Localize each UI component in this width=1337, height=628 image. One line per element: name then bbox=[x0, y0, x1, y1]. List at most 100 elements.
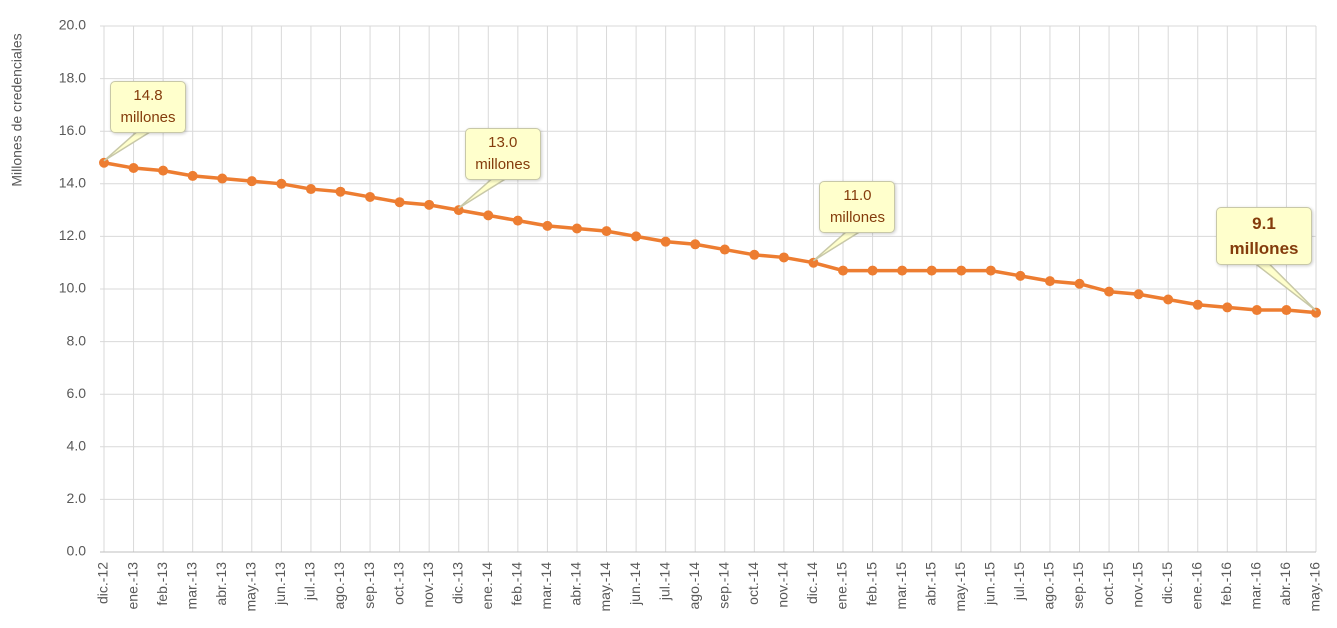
data-point bbox=[690, 239, 701, 250]
x-tick-label: dic.-15 bbox=[1159, 562, 1175, 604]
data-point bbox=[778, 252, 789, 263]
data-point bbox=[542, 220, 553, 231]
data-point bbox=[749, 249, 760, 260]
y-tick-label: 20.0 bbox=[59, 17, 86, 33]
data-point bbox=[1074, 278, 1085, 289]
x-tick-label: ene.-16 bbox=[1188, 562, 1204, 610]
data-point bbox=[1311, 307, 1321, 318]
x-tick-label: nov.-15 bbox=[1129, 562, 1145, 608]
x-tick-label: dic.-14 bbox=[804, 562, 820, 604]
y-tick-label: 6.0 bbox=[67, 385, 87, 401]
value-label-callout: 13.0 millones bbox=[464, 128, 541, 181]
x-tick-label: feb.-15 bbox=[863, 562, 879, 606]
x-tick-label: abr.-13 bbox=[213, 562, 229, 606]
data-point bbox=[867, 265, 878, 276]
x-tick-label: sep.-15 bbox=[1070, 562, 1086, 609]
data-point bbox=[631, 231, 642, 242]
data-point bbox=[838, 265, 849, 276]
data-point bbox=[276, 178, 287, 189]
x-tick-label: nov.-14 bbox=[775, 562, 791, 608]
x-tick-label: ene.-14 bbox=[479, 562, 495, 610]
x-tick-label: oct.-15 bbox=[1100, 562, 1116, 605]
callout-pointer bbox=[1251, 261, 1317, 312]
data-point bbox=[719, 244, 730, 255]
data-point bbox=[601, 226, 612, 237]
data-point bbox=[99, 157, 109, 168]
x-tick-label: abr.-14 bbox=[568, 562, 584, 606]
data-point bbox=[808, 257, 819, 268]
x-tick-label: jun.-13 bbox=[272, 562, 288, 606]
x-tick-label: may.-16 bbox=[1307, 562, 1323, 612]
y-tick-label: 18.0 bbox=[59, 69, 86, 85]
data-point bbox=[394, 197, 405, 208]
data-point bbox=[985, 265, 996, 276]
x-tick-label: ago.-15 bbox=[1041, 562, 1057, 610]
data-point bbox=[1251, 305, 1262, 316]
x-tick-label: feb.-14 bbox=[509, 562, 525, 606]
data-point bbox=[571, 223, 582, 234]
x-tick-label: may.-15 bbox=[952, 562, 968, 612]
x-tick-label: sep.-13 bbox=[361, 562, 377, 609]
x-tick-label: mar.-13 bbox=[183, 562, 199, 610]
x-tick-label: feb.-16 bbox=[1218, 562, 1234, 606]
data-point bbox=[512, 215, 523, 226]
x-tick-label: mar.-15 bbox=[893, 562, 909, 610]
y-tick-label: 12.0 bbox=[59, 227, 86, 243]
callout-pointer bbox=[103, 130, 155, 162]
data-point bbox=[1222, 302, 1233, 313]
x-tick-label: may.-13 bbox=[243, 562, 259, 612]
data-point bbox=[305, 184, 316, 195]
data-point bbox=[897, 265, 908, 276]
x-tick-label: abr.-16 bbox=[1277, 562, 1293, 606]
y-tick-label: 2.0 bbox=[67, 490, 87, 506]
data-point bbox=[335, 186, 346, 197]
x-tick-label: ene.-13 bbox=[124, 562, 140, 610]
data-point bbox=[956, 265, 967, 276]
x-tick-label: jul.-14 bbox=[656, 562, 672, 601]
y-axis-label: Millones de credenciales bbox=[9, 33, 25, 186]
y-tick-label: 14.0 bbox=[59, 175, 86, 191]
callout-pointer bbox=[812, 229, 865, 262]
data-point bbox=[1192, 299, 1203, 310]
x-tick-label: sep.-14 bbox=[715, 562, 731, 609]
x-tick-label: mar.-16 bbox=[1248, 562, 1264, 610]
data-point bbox=[424, 199, 435, 210]
x-tick-label: jun.-15 bbox=[982, 562, 998, 606]
x-tick-label: may.-14 bbox=[597, 562, 613, 612]
y-tick-label: 8.0 bbox=[67, 332, 87, 348]
y-tick-label: 4.0 bbox=[67, 438, 87, 454]
x-tick-label: ene.-15 bbox=[834, 562, 850, 610]
x-tick-label: dic.-12 bbox=[95, 562, 111, 604]
x-tick-label: feb.-13 bbox=[154, 562, 170, 606]
data-point bbox=[1281, 305, 1292, 316]
data-point bbox=[926, 265, 937, 276]
data-point bbox=[217, 173, 228, 184]
x-tick-label: dic.-13 bbox=[449, 562, 465, 604]
data-point bbox=[365, 191, 376, 202]
x-tick-label: jul.-15 bbox=[1011, 562, 1027, 601]
data-point bbox=[246, 176, 257, 187]
x-tick-label: nov.-13 bbox=[420, 562, 436, 608]
data-point bbox=[128, 163, 139, 174]
x-tick-label: jun.-14 bbox=[627, 562, 643, 606]
x-tick-label: ago.-13 bbox=[331, 562, 347, 610]
x-tick-label: abr.-15 bbox=[922, 562, 938, 606]
value-label-callout: 9.1 millones bbox=[1216, 206, 1312, 265]
data-point bbox=[1133, 289, 1144, 300]
value-label-callout: 14.8 millones bbox=[110, 80, 186, 133]
data-point bbox=[158, 165, 169, 176]
x-tick-label: jul.-13 bbox=[302, 562, 318, 601]
value-label-callout: 11.0 millones bbox=[819, 180, 896, 233]
data-point bbox=[453, 205, 464, 216]
x-tick-label: ago.-14 bbox=[686, 562, 702, 610]
x-tick-label: mar.-14 bbox=[538, 562, 554, 610]
data-point bbox=[1044, 276, 1055, 287]
data-point bbox=[483, 210, 494, 221]
data-point bbox=[1015, 270, 1026, 281]
data-point bbox=[1104, 286, 1115, 297]
data-point bbox=[187, 170, 198, 181]
callout-pointer bbox=[458, 177, 510, 209]
y-tick-label: 0.0 bbox=[67, 543, 87, 559]
